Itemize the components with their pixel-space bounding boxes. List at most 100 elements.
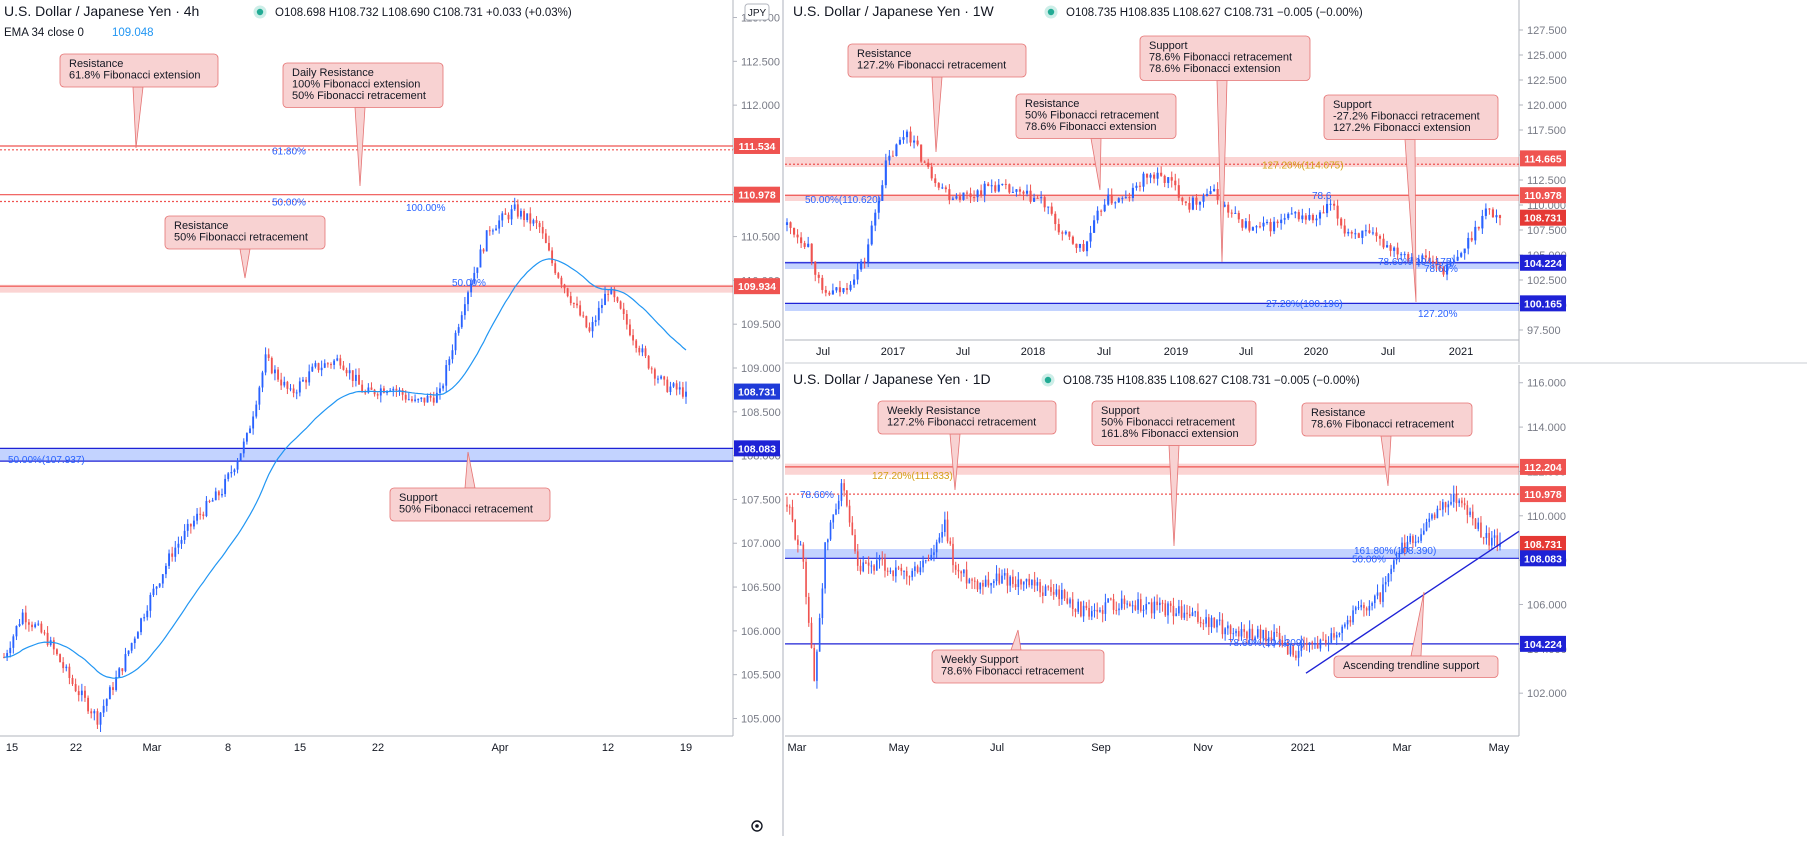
candle-body [984,579,987,587]
x-tick-label: Jul [1097,346,1111,358]
candle-body [513,204,516,210]
candle-body [911,570,913,578]
candle-body [358,374,360,385]
candle-body [1135,185,1138,188]
candle-body [1346,620,1349,625]
candle-body [1461,500,1463,504]
candle-body [432,397,435,403]
candle-body [843,483,845,491]
x-tick-label: 2021 [1449,346,1473,358]
price-tag [1520,458,1566,475]
candle-body [982,582,984,587]
candle-body [1044,586,1047,596]
candle-body [1322,639,1324,641]
candle-body [59,654,61,663]
candle-body [1090,611,1093,617]
candle-body [791,506,794,520]
candle-body [196,513,199,521]
candle-body [342,365,345,370]
candle-body [949,541,952,544]
x-tick-label: 22 [70,742,82,754]
candle-body [1251,628,1254,641]
candle-body [77,691,80,696]
callout-text: Ascending trendline support [1343,660,1479,672]
candle-body [1379,592,1382,602]
candle-body [1088,607,1090,617]
currency-badge[interactable] [744,3,770,21]
candle-body [1281,640,1284,646]
gear-icon[interactable] [751,820,763,832]
candle-body [158,583,161,587]
candle-body [657,378,659,380]
candle-body [454,332,457,351]
candle-body [186,523,189,531]
candle-body [1184,201,1187,203]
x-tick-label: 19 [680,742,692,754]
candle-body [52,640,55,650]
candle-body [1467,237,1470,249]
callout-pointer [931,76,943,153]
candle-body [563,284,566,289]
candle-body [897,567,900,569]
candle-body [1216,188,1219,200]
candle-body [1403,254,1406,256]
price-tag [1520,254,1566,271]
candle-body [264,354,267,373]
candle-body [1477,522,1480,529]
candle-body [485,230,488,252]
price-tag [1520,535,1566,552]
candle-body [1183,612,1186,618]
price-tag-label: 110.978 [1524,190,1562,202]
candle-body [1223,204,1226,207]
candle-body [112,687,114,690]
candle-body [286,381,289,389]
candle-body [133,638,136,644]
candle-body [1428,257,1431,261]
candle-body [1134,605,1137,610]
candle-body [336,358,339,361]
x-tick-label: Jul [956,346,970,358]
candle-body [870,565,873,567]
y-tick-label: 125.000 [1527,50,1567,62]
candle-body [898,139,902,145]
candle-body [1131,605,1134,607]
candle-body [1114,202,1117,204]
candle-body [785,222,789,225]
candle-body [619,301,622,309]
fib-label: 50.00% [452,278,486,289]
candle-body [1421,255,1424,260]
candle-body [411,399,413,401]
candle-body [579,305,582,316]
price-tag [1520,635,1566,652]
candle-body [1385,245,1389,248]
candle-body [1305,643,1308,646]
candle-body [1424,255,1427,258]
candle-body [1442,267,1445,275]
candle-body [632,335,634,341]
candle-body [479,249,482,268]
candle-body [853,279,856,285]
candle-body [255,404,258,417]
candle-body [1435,261,1438,266]
candle-body [1371,232,1374,234]
callout-text: 50% Fibonacci retracement [1025,110,1159,122]
candle-body [849,284,852,290]
candle-body [1194,611,1197,613]
candle-body [242,441,245,454]
candle-body [1115,609,1118,611]
fib-label: 50.00% [272,198,306,209]
fib-label: 50.00%(110.620) [805,195,881,206]
candle-body [1167,177,1170,183]
candle-body [824,542,826,589]
candle-body [439,388,441,393]
x-tick-label: 2017 [881,346,905,358]
candle-body [423,397,426,403]
candle-body [435,392,438,403]
candle-body [1365,608,1368,611]
candle-body [1484,208,1487,216]
candle-body [1455,493,1458,504]
candle-body [277,369,279,380]
candle-body [1078,244,1082,248]
